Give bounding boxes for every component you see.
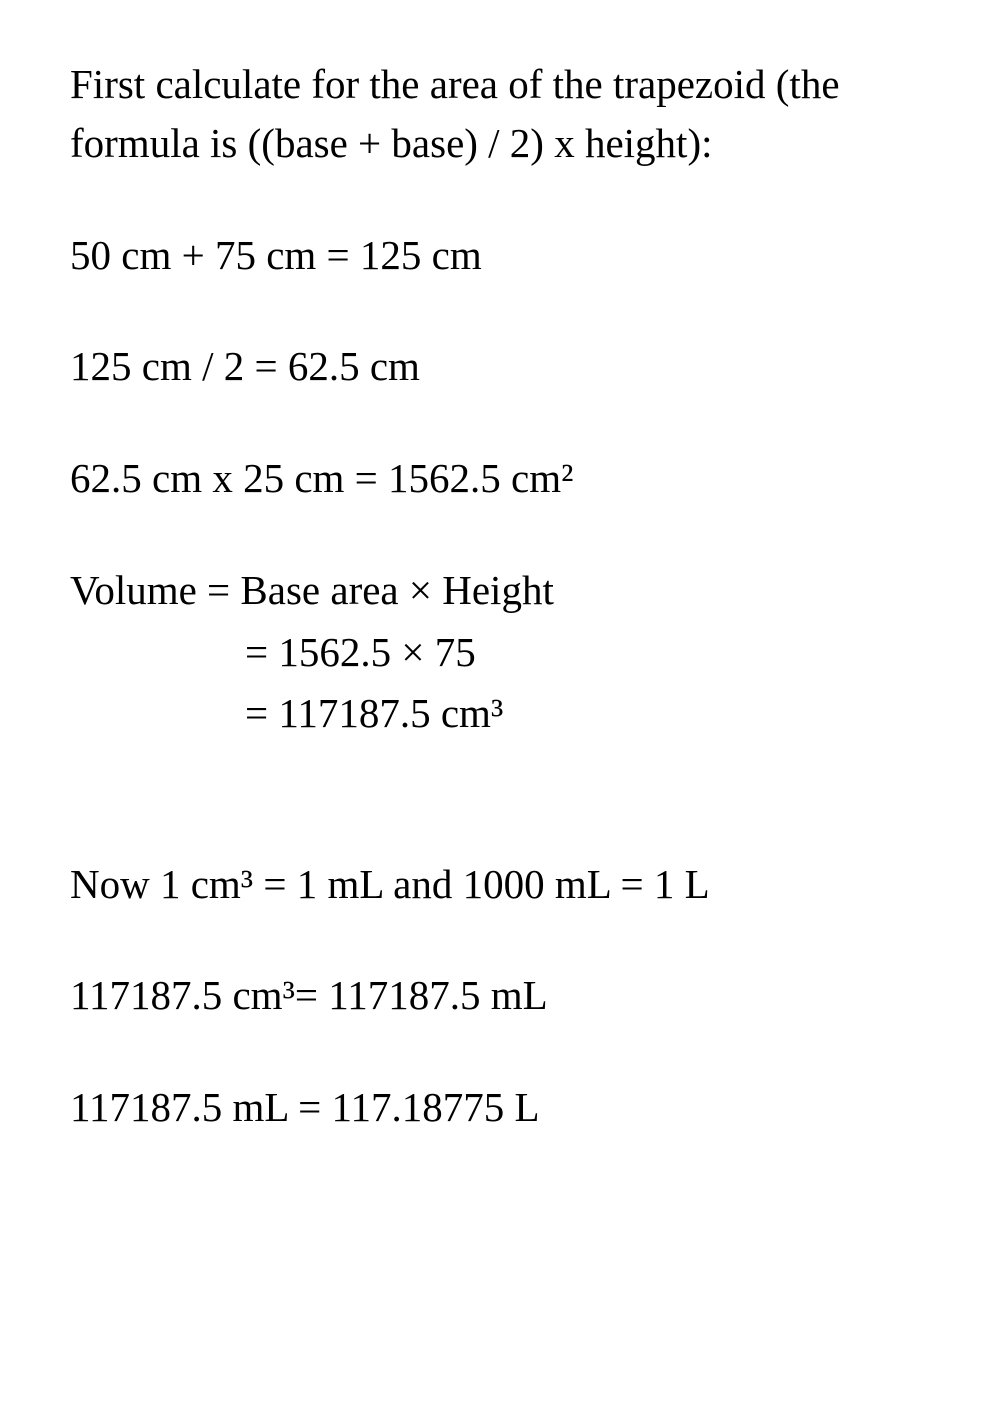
volume-line-1: Volume = Base area × Height (70, 560, 940, 622)
volume-block: Volume = Base area × Height = 1562.5 × 7… (70, 560, 940, 745)
conversion-1: Now 1 cm³ = 1 mL and 1000 mL = 1 L (70, 855, 940, 914)
equation-3: 62.5 cm x 25 cm = 1562.5 cm² (70, 449, 940, 508)
volume-line-2: = 1562.5 × 75 (70, 622, 940, 684)
conversion-2: 117187.5 cm³= 117187.5 mL (70, 966, 940, 1025)
conversion-3: 117187.5 mL = 117.18775 L (70, 1078, 940, 1137)
equation-1: 50 cm + 75 cm = 125 cm (70, 226, 940, 285)
intro-text: First calculate for the area of the trap… (70, 55, 940, 174)
equation-2: 125 cm / 2 = 62.5 cm (70, 337, 940, 396)
volume-line-3: = 117187.5 cm³ (70, 683, 940, 745)
